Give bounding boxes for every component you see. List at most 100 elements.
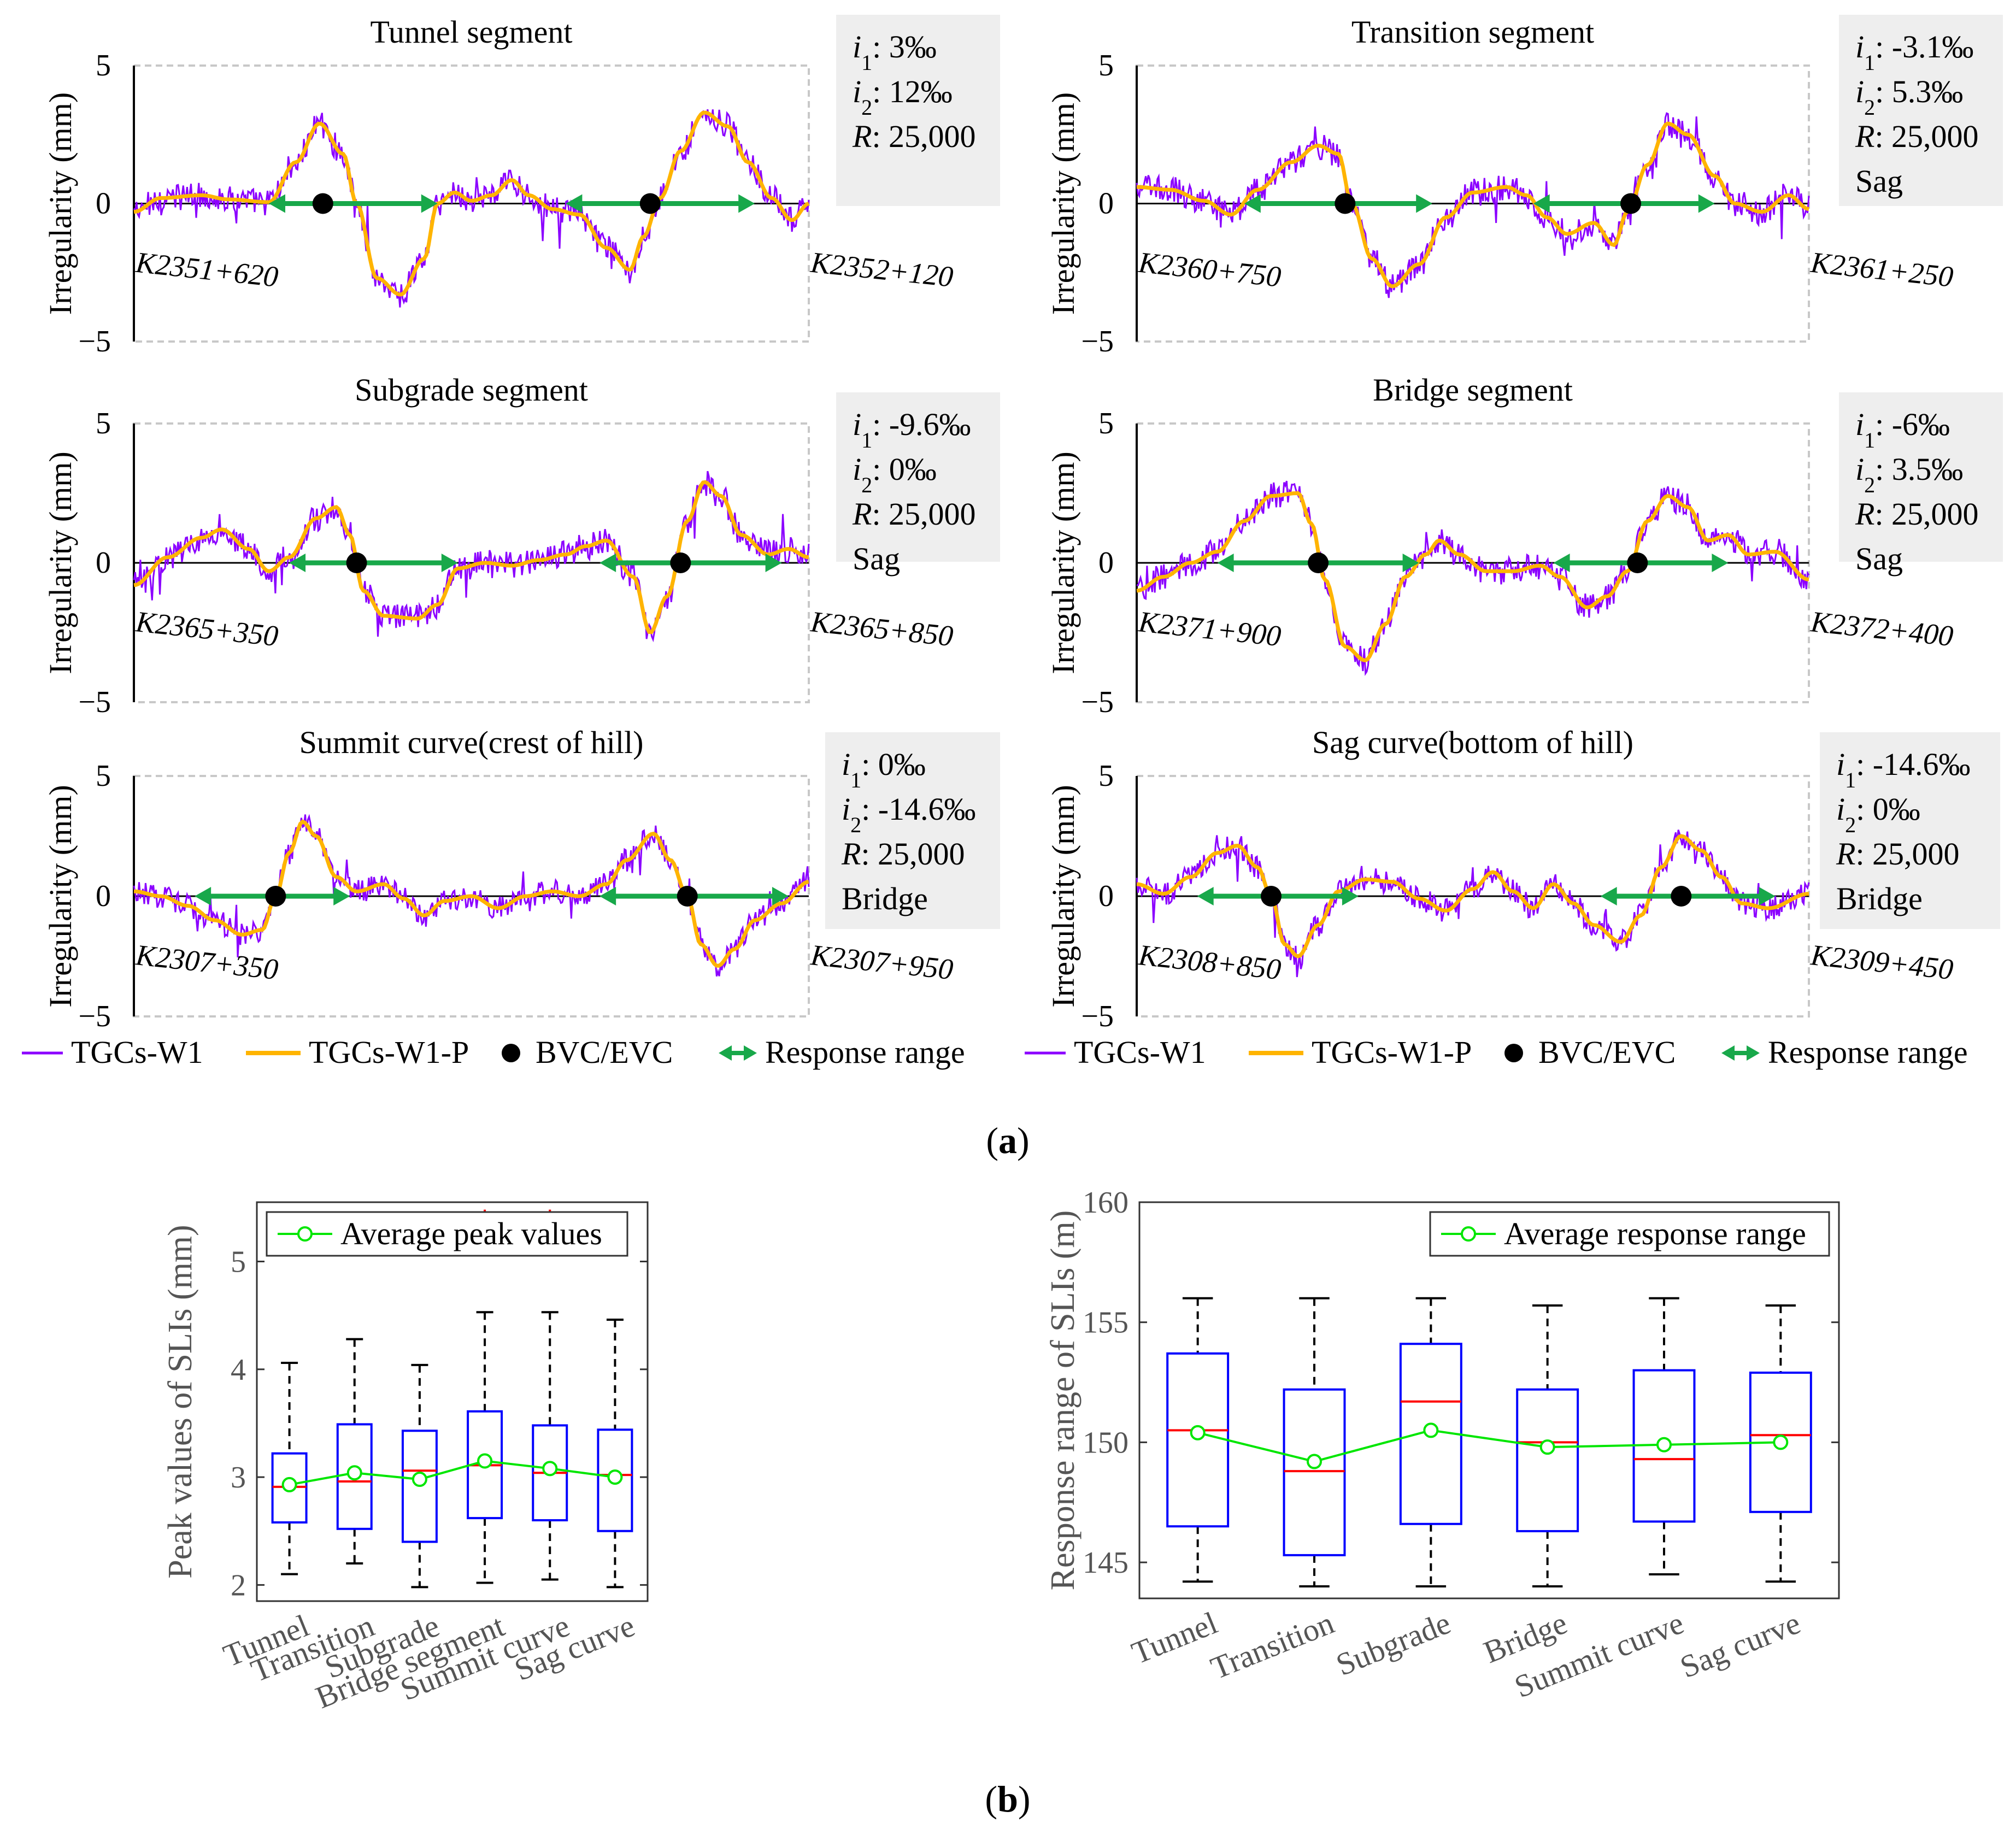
mean-marker bbox=[1656, 1437, 1672, 1452]
box bbox=[1516, 1388, 1579, 1532]
stats-line: R: 25,000 bbox=[1836, 836, 1960, 872]
y-tick-label: 4 bbox=[231, 1353, 246, 1387]
arrow-head bbox=[1244, 194, 1261, 213]
mean-marker bbox=[542, 1461, 558, 1477]
mean-marker bbox=[1539, 1439, 1555, 1455]
y-tick-label: −5 bbox=[78, 325, 111, 358]
plot-frame bbox=[256, 1201, 649, 1602]
arrow-head bbox=[1759, 887, 1776, 905]
stats-line: i2: 5.3‰ bbox=[1855, 74, 1963, 120]
legend-label: BVC/EVC bbox=[1538, 1034, 1676, 1070]
mean-marker bbox=[477, 1453, 493, 1469]
arrow-head bbox=[1553, 554, 1570, 572]
y-tick-label: 5 bbox=[96, 407, 111, 440]
box bbox=[597, 1428, 633, 1532]
y-tick-label: 5 bbox=[1098, 759, 1114, 793]
irregularity-panel: i1: -9.6‰i2: 0‰R: 25,000 Sag 5 0 −5Irregular… bbox=[43, 372, 1000, 719]
stats-line: R: 25,000 bbox=[852, 496, 976, 532]
bvc-evc-marker bbox=[1261, 886, 1282, 907]
arrow-head bbox=[1416, 194, 1433, 213]
start-station-label: K2308+850 bbox=[1137, 938, 1283, 986]
mean-marker bbox=[412, 1472, 427, 1487]
legend-label: TGCs-W1-P bbox=[1312, 1034, 1472, 1070]
legend-swatch-mean-marker bbox=[1461, 1226, 1476, 1242]
stats-line: Bridge bbox=[842, 881, 928, 916]
y-tick-label: 0 bbox=[96, 546, 111, 580]
mean-marker bbox=[1773, 1434, 1789, 1450]
y-tick-label: 5 bbox=[96, 49, 111, 83]
category-label: Sag curve bbox=[1675, 1605, 1805, 1685]
stats-line: Sag bbox=[1855, 163, 1903, 199]
stats-box bbox=[825, 732, 1000, 929]
stats-box bbox=[1839, 15, 2003, 206]
stats-line: i2: 12‰ bbox=[853, 74, 953, 120]
series-line-measured bbox=[1136, 112, 1810, 298]
panel-title: Tunnel segment bbox=[370, 14, 572, 50]
legend-label: TGCs-W1-P bbox=[309, 1034, 469, 1070]
series-line-predicted bbox=[133, 819, 809, 968]
bvc-evc-marker bbox=[670, 552, 691, 573]
series-line-predicted bbox=[1136, 121, 1809, 289]
figure-label-a: (a) bbox=[986, 1120, 1029, 1161]
start-station-label: K2371+900 bbox=[1137, 605, 1283, 652]
end-station-label: K2365+850 bbox=[809, 605, 955, 652]
y-axis-label: Irregularity (mm) bbox=[1045, 92, 1081, 315]
box bbox=[1283, 1388, 1346, 1556]
legend-swatch-marker bbox=[502, 1044, 520, 1062]
arrow-head bbox=[1402, 554, 1419, 572]
stats-box bbox=[836, 392, 1000, 562]
box bbox=[401, 1430, 438, 1543]
arrow-head bbox=[1721, 1045, 1735, 1061]
y-tick-label: 160 bbox=[1083, 1186, 1129, 1220]
arrow-head bbox=[289, 554, 306, 572]
y-axis-label: Irregularity (mm) bbox=[43, 785, 78, 1007]
arrow-head bbox=[765, 554, 782, 572]
bvc-evc-marker bbox=[1671, 886, 1692, 907]
y-tick-label: 5 bbox=[231, 1245, 246, 1279]
legend-swatch-marker bbox=[1504, 1044, 1523, 1062]
stats-line: Sag bbox=[853, 541, 900, 577]
y-tick-label: −5 bbox=[1081, 325, 1114, 358]
y-axis-label: Irregularity (mm) bbox=[1045, 451, 1081, 674]
y-tick-label: −5 bbox=[78, 999, 111, 1033]
stats-line: i1: -3.1‰ bbox=[1855, 29, 1974, 75]
legend-label: Response range bbox=[1768, 1034, 1968, 1070]
y-axis-label: Irregularity (mm) bbox=[1045, 785, 1081, 1007]
irregularity-panel: i1: 0‰i2: -14.6‰R: 25,000 Bridge 5 0 −5Irreg… bbox=[43, 725, 1000, 1033]
arrow-head bbox=[441, 554, 458, 572]
category-label: Tunnel bbox=[1127, 1605, 1222, 1671]
arrow-head bbox=[1747, 1045, 1760, 1061]
stats-line: i2: 3.5‰ bbox=[1855, 451, 1963, 497]
stats-line: Bridge bbox=[1836, 881, 1923, 916]
mean-line bbox=[1197, 1429, 1781, 1463]
y-tick-label: −5 bbox=[1081, 999, 1114, 1033]
arrow-head bbox=[772, 887, 789, 905]
series-line-predicted bbox=[133, 480, 809, 634]
bvc-evc-marker bbox=[346, 552, 367, 573]
stats-line: i1: -9.6‰ bbox=[853, 407, 971, 452]
irregularity-panel: i1: -14.6‰i2: 0‰R: 25,000 Bridge 5 0 −5Irreg… bbox=[1045, 725, 2000, 1033]
bvc-evc-marker bbox=[1335, 193, 1356, 214]
legend-box bbox=[1429, 1211, 1830, 1257]
category-label: Transition bbox=[1206, 1605, 1339, 1686]
y-tick-label: 2 bbox=[231, 1568, 246, 1602]
end-station-label: K2372+400 bbox=[1809, 605, 1955, 652]
legend-a: TGCs-W1 TGCs-W1-P BVC/EVC Response range bbox=[1025, 1034, 1968, 1070]
arrow-head bbox=[719, 1045, 732, 1061]
end-station-label: K2352+120 bbox=[809, 246, 955, 293]
y-tick-label: 5 bbox=[1098, 407, 1114, 440]
arrow-head bbox=[744, 1045, 757, 1061]
stats-line: R: 25,000 bbox=[852, 119, 976, 154]
mean-marker bbox=[281, 1477, 297, 1492]
end-station-label: K2361+250 bbox=[1809, 246, 1955, 293]
y-axis-label: Irregularity (mm) bbox=[43, 92, 78, 315]
y-tick-label: 0 bbox=[96, 187, 111, 221]
category-label: Subgrade bbox=[1331, 1605, 1455, 1683]
series-line-measured bbox=[1136, 830, 1810, 978]
stats-line: i2: 0‰ bbox=[853, 451, 937, 497]
arrow-head bbox=[195, 887, 211, 905]
y-tick-label: 0 bbox=[1098, 187, 1114, 221]
end-station-label: K2309+450 bbox=[1809, 938, 1955, 986]
y-tick-label: 0 bbox=[96, 879, 111, 913]
